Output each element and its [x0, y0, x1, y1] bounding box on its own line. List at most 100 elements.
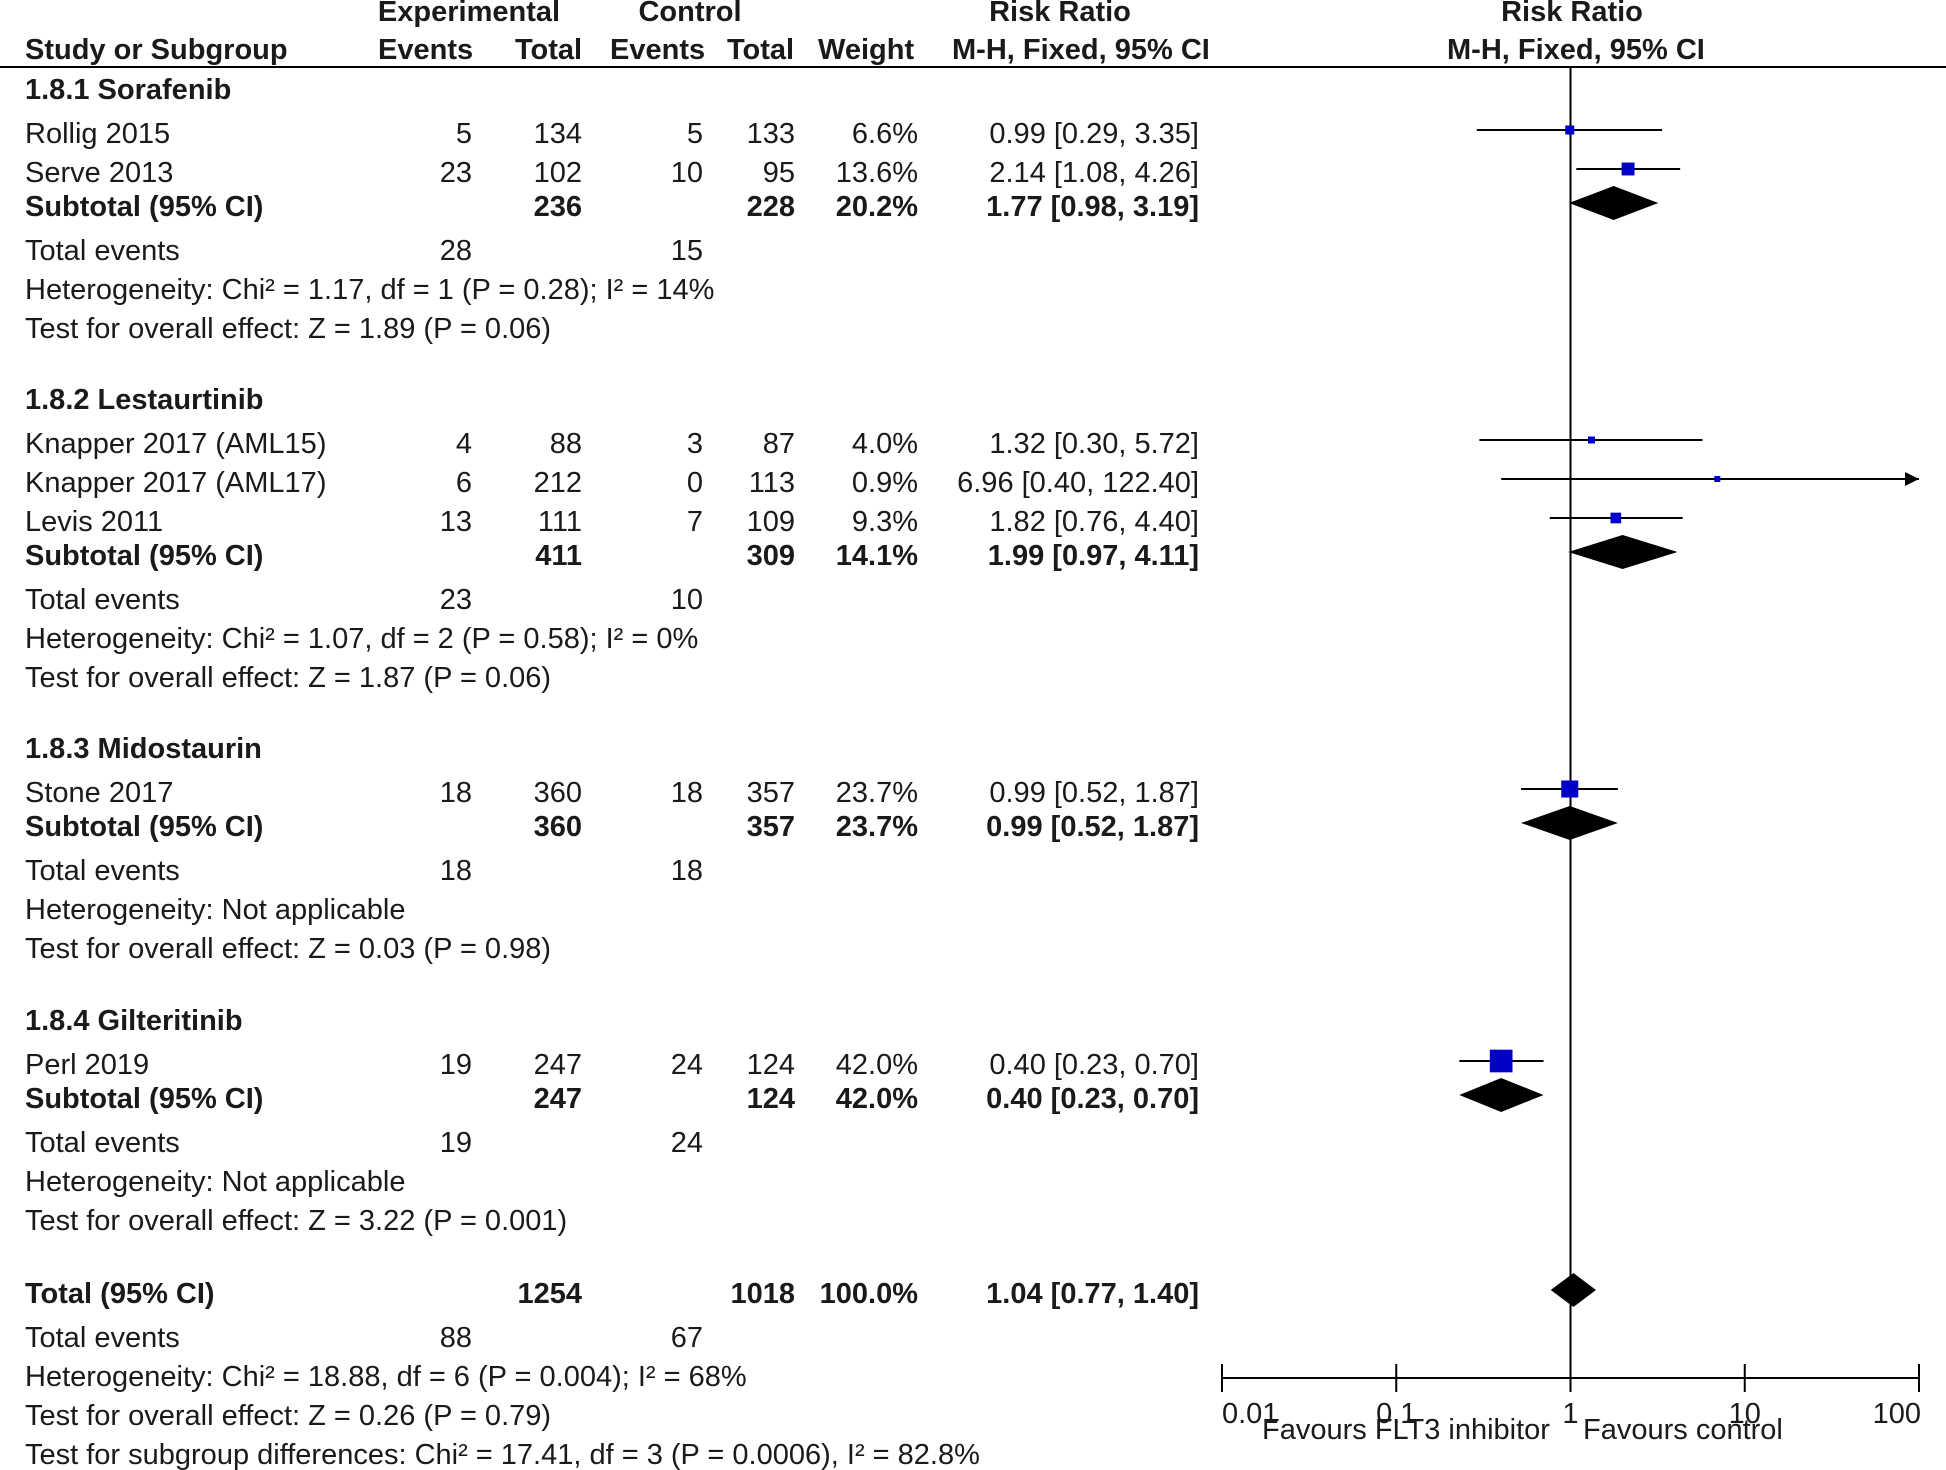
row-events-label: Total events: [25, 235, 180, 267]
row-study-t1: 134: [533, 118, 582, 150]
row-note-label: Heterogeneity: Not applicable: [25, 1166, 406, 1198]
row-study-ci: 0.99 [0.29, 3.35]: [989, 118, 1199, 150]
header-control: Control: [638, 0, 742, 28]
header-experimental: Experimental: [377, 0, 561, 28]
header-study-column: Study or Subgroup: [25, 34, 288, 66]
header-risk-ratio-plot: Risk Ratio: [1501, 0, 1643, 28]
row-group-label: 1.8.3 Midostaurin: [25, 733, 262, 765]
row-events-e1: 28: [439, 235, 472, 267]
row-note-label: Test for overall effect: Z = 1.87 (P = 0…: [25, 662, 552, 694]
row-subtotal-label: Subtotal (95% CI): [25, 811, 264, 843]
row-study-t1: 102: [533, 157, 582, 189]
row-events-e2: 67: [670, 1322, 703, 1354]
row-subtotal-w: 23.7%: [835, 811, 918, 843]
study-marker: [1610, 512, 1622, 524]
row-events-e2: 15: [670, 235, 703, 267]
study-marker: [1714, 476, 1721, 482]
row-study-e1: 13: [439, 506, 472, 538]
row-events-e1: 19: [439, 1127, 472, 1159]
row-subtotal-label: Subtotal (95% CI): [25, 1083, 264, 1115]
row-subtotal-t2: 124: [746, 1083, 795, 1115]
row-study-t2: 124: [746, 1049, 795, 1081]
subtotal-diamond: [1568, 186, 1659, 220]
row-study-e1: 4: [455, 428, 472, 460]
x-axis-tick-label: 100: [1873, 1398, 1921, 1430]
row-study-label: Rollig 2015: [25, 118, 171, 150]
header-risk-ratio: Risk Ratio: [989, 0, 1131, 28]
row-study-label: Levis 2011: [25, 506, 164, 538]
header-rule: [0, 66, 1946, 68]
row-study-ci: 1.82 [0.76, 4.40]: [989, 506, 1199, 538]
row-subtotal-ci: 1.77 [0.98, 3.19]: [986, 191, 1199, 223]
study-marker: [1561, 780, 1579, 798]
row-study-w: 23.7%: [835, 777, 918, 809]
row-study-e1: 18: [439, 777, 472, 809]
row-subtotal-label: Subtotal (95% CI): [25, 540, 264, 572]
row-subtotal-w: 20.2%: [835, 191, 918, 223]
row-note-label: Test for overall effect: Z = 0.26 (P = 0…: [25, 1400, 552, 1432]
row-study-t2: 113: [748, 467, 795, 499]
row-study-label: Perl 2019: [25, 1049, 150, 1081]
row-study-e2: 7: [686, 506, 703, 538]
row-total-t1: 1254: [517, 1278, 582, 1310]
row-study-ci: 6.96 [0.40, 122.40]: [957, 467, 1199, 499]
ci-arrow-icon: [1905, 472, 1919, 486]
header-ctl-total: Total: [727, 34, 795, 66]
row-study-ci: 0.40 [0.23, 0.70]: [989, 1049, 1199, 1081]
row-study-t2: 87: [762, 428, 795, 460]
row-events-e2: 18: [670, 855, 703, 887]
row-study-e2: 3: [686, 428, 703, 460]
row-study-w: 4.0%: [851, 428, 918, 460]
row-study-ci: 0.99 [0.52, 1.87]: [989, 777, 1199, 809]
row-study-w: 42.0%: [835, 1049, 918, 1081]
row-note-label: Test for overall effect: Z = 1.89 (P = 0…: [25, 313, 552, 345]
row-study-t2: 133: [746, 118, 795, 150]
favours-left-label: Favours FLT3 inhibitor: [1262, 1414, 1550, 1446]
row-study-label: Knapper 2017 (AML17): [25, 467, 327, 499]
row-study-e2: 0: [686, 467, 703, 499]
subtotal-diamond: [1459, 1078, 1544, 1112]
row-note-label: Heterogeneity: Chi² = 1.17, df = 1 (P = …: [25, 274, 715, 306]
row-note-label: Heterogeneity: Chi² = 18.88, df = 6 (P =…: [25, 1361, 747, 1393]
row-subtotal-ci: 0.40 [0.23, 0.70]: [986, 1083, 1199, 1115]
header-method: M-H, Fixed, 95% CI: [952, 34, 1210, 66]
row-note-label: Heterogeneity: Chi² = 1.07, df = 2 (P = …: [25, 623, 699, 655]
row-subtotal-label: Subtotal (95% CI): [25, 191, 264, 223]
row-subtotal-t2: 357: [746, 811, 795, 843]
header-method-plot: M-H, Fixed, 95% CI: [1447, 34, 1705, 66]
row-study-t2: 95: [762, 157, 795, 189]
row-study-t2: 109: [746, 506, 795, 538]
row-study-e2: 24: [670, 1049, 703, 1081]
row-subtotal-t1: 247: [533, 1083, 582, 1115]
study-marker: [1588, 436, 1596, 444]
row-study-ci: 1.32 [0.30, 5.72]: [989, 428, 1199, 460]
row-subtotal-w: 14.1%: [835, 540, 918, 572]
header-exp-total: Total: [515, 34, 583, 66]
row-study-w: 13.6%: [835, 157, 918, 189]
row-study-w: 9.3%: [851, 506, 918, 538]
subtotal-diamond: [1521, 806, 1618, 840]
row-study-t1: 360: [533, 777, 582, 809]
row-total-label: Total (95% CI): [25, 1278, 215, 1310]
row-total-ci: 1.04 [0.77, 1.40]: [986, 1278, 1199, 1310]
row-study-label: Knapper 2017 (AML15): [25, 428, 327, 460]
row-total-t2: 1018: [730, 1278, 795, 1310]
row-events-e1: 23: [439, 584, 472, 616]
x-axis-tick-label: 0.1: [1376, 1398, 1416, 1430]
row-note-label: Heterogeneity: Not applicable: [25, 894, 406, 926]
row-events-e2: 10: [670, 584, 703, 616]
row-events-label: Total events: [25, 1322, 180, 1354]
row-study-t1: 247: [533, 1049, 582, 1081]
header-weight: Weight: [818, 34, 915, 66]
row-group-label: 1.8.2 Lestaurtinib: [25, 384, 264, 416]
row-subtotal-ci: 1.99 [0.97, 4.11]: [987, 540, 1199, 572]
row-group-label: 1.8.4 Gilteritinib: [25, 1005, 243, 1037]
header-ctl-events: Events: [610, 34, 706, 66]
row-subtotal-t2: 309: [746, 540, 795, 572]
row-total-w: 100.0%: [819, 1278, 918, 1310]
row-study-t1: 88: [549, 428, 582, 460]
row-study-w: 0.9%: [851, 467, 918, 499]
row-events-e1: 88: [439, 1322, 472, 1354]
row-study-t2: 357: [746, 777, 795, 809]
